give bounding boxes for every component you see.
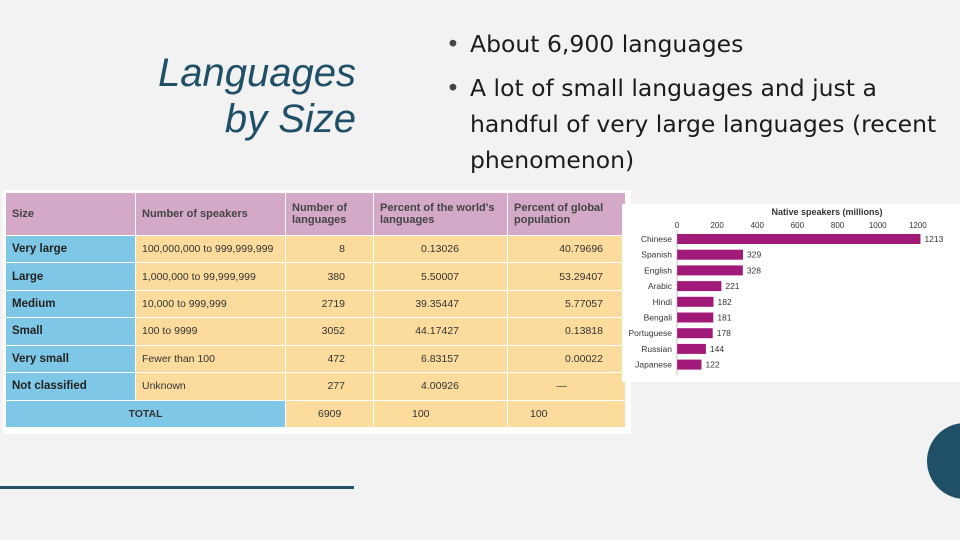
cell-size: Not classified (5, 372, 136, 401)
bar-value-label: 328 (747, 265, 761, 275)
title-underline (0, 486, 354, 489)
bar-value-label: 329 (747, 250, 761, 260)
cell-languages: 2719 (285, 289, 374, 319)
header-percent-population: Percent of global population (507, 192, 626, 236)
category-label: Portuguese (629, 328, 673, 338)
category-label: Hindi (653, 297, 672, 307)
cell-size: Large (5, 262, 136, 291)
bar-value-label: 221 (725, 281, 739, 291)
bar-value-label: 178 (717, 328, 731, 338)
native-speakers-chart: Native speakers (millions) 0 200 400 600 800… (622, 204, 960, 382)
x-tick-label: 400 (751, 221, 765, 230)
table-total-row: TOTAL 6909 100 100 (5, 399, 626, 429)
cell-speakers: 1,000,000 to 99,999,999 (135, 262, 286, 291)
cell-percent-population: 0.00022 (507, 344, 626, 374)
category-label: Arabic (648, 281, 673, 291)
cell-total-percent-languages: 100 (373, 399, 508, 429)
cell-languages: 3052 (285, 317, 374, 346)
header-size: Size (5, 192, 136, 236)
x-tick-label: 1000 (869, 221, 887, 230)
cell-speakers: 100 to 9999 (135, 317, 286, 346)
slide-title-line-1: Languages (158, 51, 356, 95)
cell-languages: 277 (285, 372, 374, 401)
bar-value-label: 144 (710, 344, 724, 354)
language-size-table: Size Number of speakers Number of langua… (5, 192, 626, 429)
cell-percent-languages: 6.83157 (373, 344, 508, 374)
table-row: Not classified Unknown 277 4.00926 — (5, 372, 626, 401)
header-number-of-languages: Number of languages (285, 192, 374, 236)
cell-percent-population: — (507, 372, 626, 401)
x-tick-label: 600 (791, 221, 805, 230)
cell-percent-languages: 4.00926 (373, 372, 508, 401)
cell-percent-languages: 5.50007 (373, 262, 508, 291)
cell-percent-population: 40.79696 (507, 234, 626, 264)
table-header-row: Size Number of speakers Number of langua… (5, 192, 626, 236)
bullet-list: • About 6,900 languages • A lot of small l… (444, 26, 944, 186)
bar (677, 359, 702, 370)
category-label: Bengali (644, 313, 672, 323)
slide-title: Languages by Size (60, 50, 356, 142)
bar-value-label: 1213 (924, 234, 943, 244)
table-row: Medium 10,000 to 999,999 2719 39.35447 5… (5, 289, 626, 319)
x-tick-label: 1200 (909, 221, 927, 230)
bar (677, 312, 714, 323)
bullet-item: • A lot of small languages and just a han… (444, 70, 944, 178)
cell-languages: 8 (285, 234, 374, 264)
cell-size: Very small (5, 344, 136, 374)
bar (677, 296, 714, 307)
bar-value-label: 182 (718, 297, 732, 307)
x-tick-label: 800 (831, 221, 845, 230)
cell-languages: 472 (285, 344, 374, 374)
cell-percent-languages: 44.17427 (373, 317, 508, 346)
cell-total-percent-population: 100 (507, 399, 626, 429)
header-percent-languages: Percent of the world's languages (373, 192, 508, 236)
category-label: Russian (641, 344, 672, 354)
bar-value-label: 122 (705, 360, 719, 370)
cell-size: Medium (5, 289, 136, 319)
cell-speakers: Unknown (135, 372, 286, 401)
chart-title: Native speakers (millions) (771, 207, 882, 217)
cell-percent-population: 53.29407 (507, 262, 626, 291)
native-speakers-bar-chart: Native speakers (millions) 0 200 400 600 800… (629, 207, 944, 376)
bar (677, 234, 921, 244)
x-tick-label: 200 (710, 221, 724, 230)
x-tick-label: 0 (675, 221, 680, 230)
table-row: Small 100 to 9999 3052 44.17427 0.13818 (5, 317, 626, 346)
slide-title-line-2: by Size (224, 97, 356, 141)
header-number-of-speakers: Number of speakers (135, 192, 286, 236)
cell-languages: 380 (285, 262, 374, 291)
table-row: Large 1,000,000 to 99,999,999 380 5.5000… (5, 262, 626, 291)
category-label: English (644, 265, 672, 275)
category-label: Japanese (635, 360, 672, 370)
bar (677, 265, 743, 276)
bar (677, 249, 744, 260)
cell-percent-languages: 0.13026 (373, 234, 508, 264)
table-row: Very small Fewer than 100 472 6.83157 0.… (5, 344, 626, 374)
language-size-table-container: Size Number of speakers Number of langua… (3, 190, 631, 434)
bar (677, 328, 713, 339)
cell-speakers: Fewer than 100 (135, 344, 286, 374)
category-label: Spanish (641, 250, 672, 260)
cell-size: Very large (5, 234, 136, 264)
bullet-text: About 6,900 languages (470, 30, 744, 58)
bullet-text: A lot of small languages and just a hand… (470, 74, 937, 174)
bar-value-label: 181 (717, 313, 731, 323)
table-row: Very large 100,000,000 to 999,999,999 8 … (5, 234, 626, 264)
bullet-item: • About 6,900 languages (444, 26, 944, 62)
bar (677, 343, 706, 354)
cell-speakers: 100,000,000 to 999,999,999 (135, 234, 286, 264)
cell-total-languages: 6909 (285, 399, 374, 429)
cell-percent-population: 0.13818 (507, 317, 626, 346)
bullet-dot-icon: • (446, 30, 460, 58)
category-label: Chinese (641, 234, 672, 244)
bar (677, 281, 722, 292)
bullet-dot-icon: • (446, 74, 460, 102)
cell-size: Small (5, 317, 136, 346)
cell-percent-population: 5.77057 (507, 289, 626, 319)
cell-percent-languages: 39.35447 (373, 289, 508, 319)
cell-speakers: 10,000 to 999,999 (135, 289, 286, 319)
cell-total-label: TOTAL (5, 399, 286, 429)
decorative-circle (927, 423, 960, 499)
